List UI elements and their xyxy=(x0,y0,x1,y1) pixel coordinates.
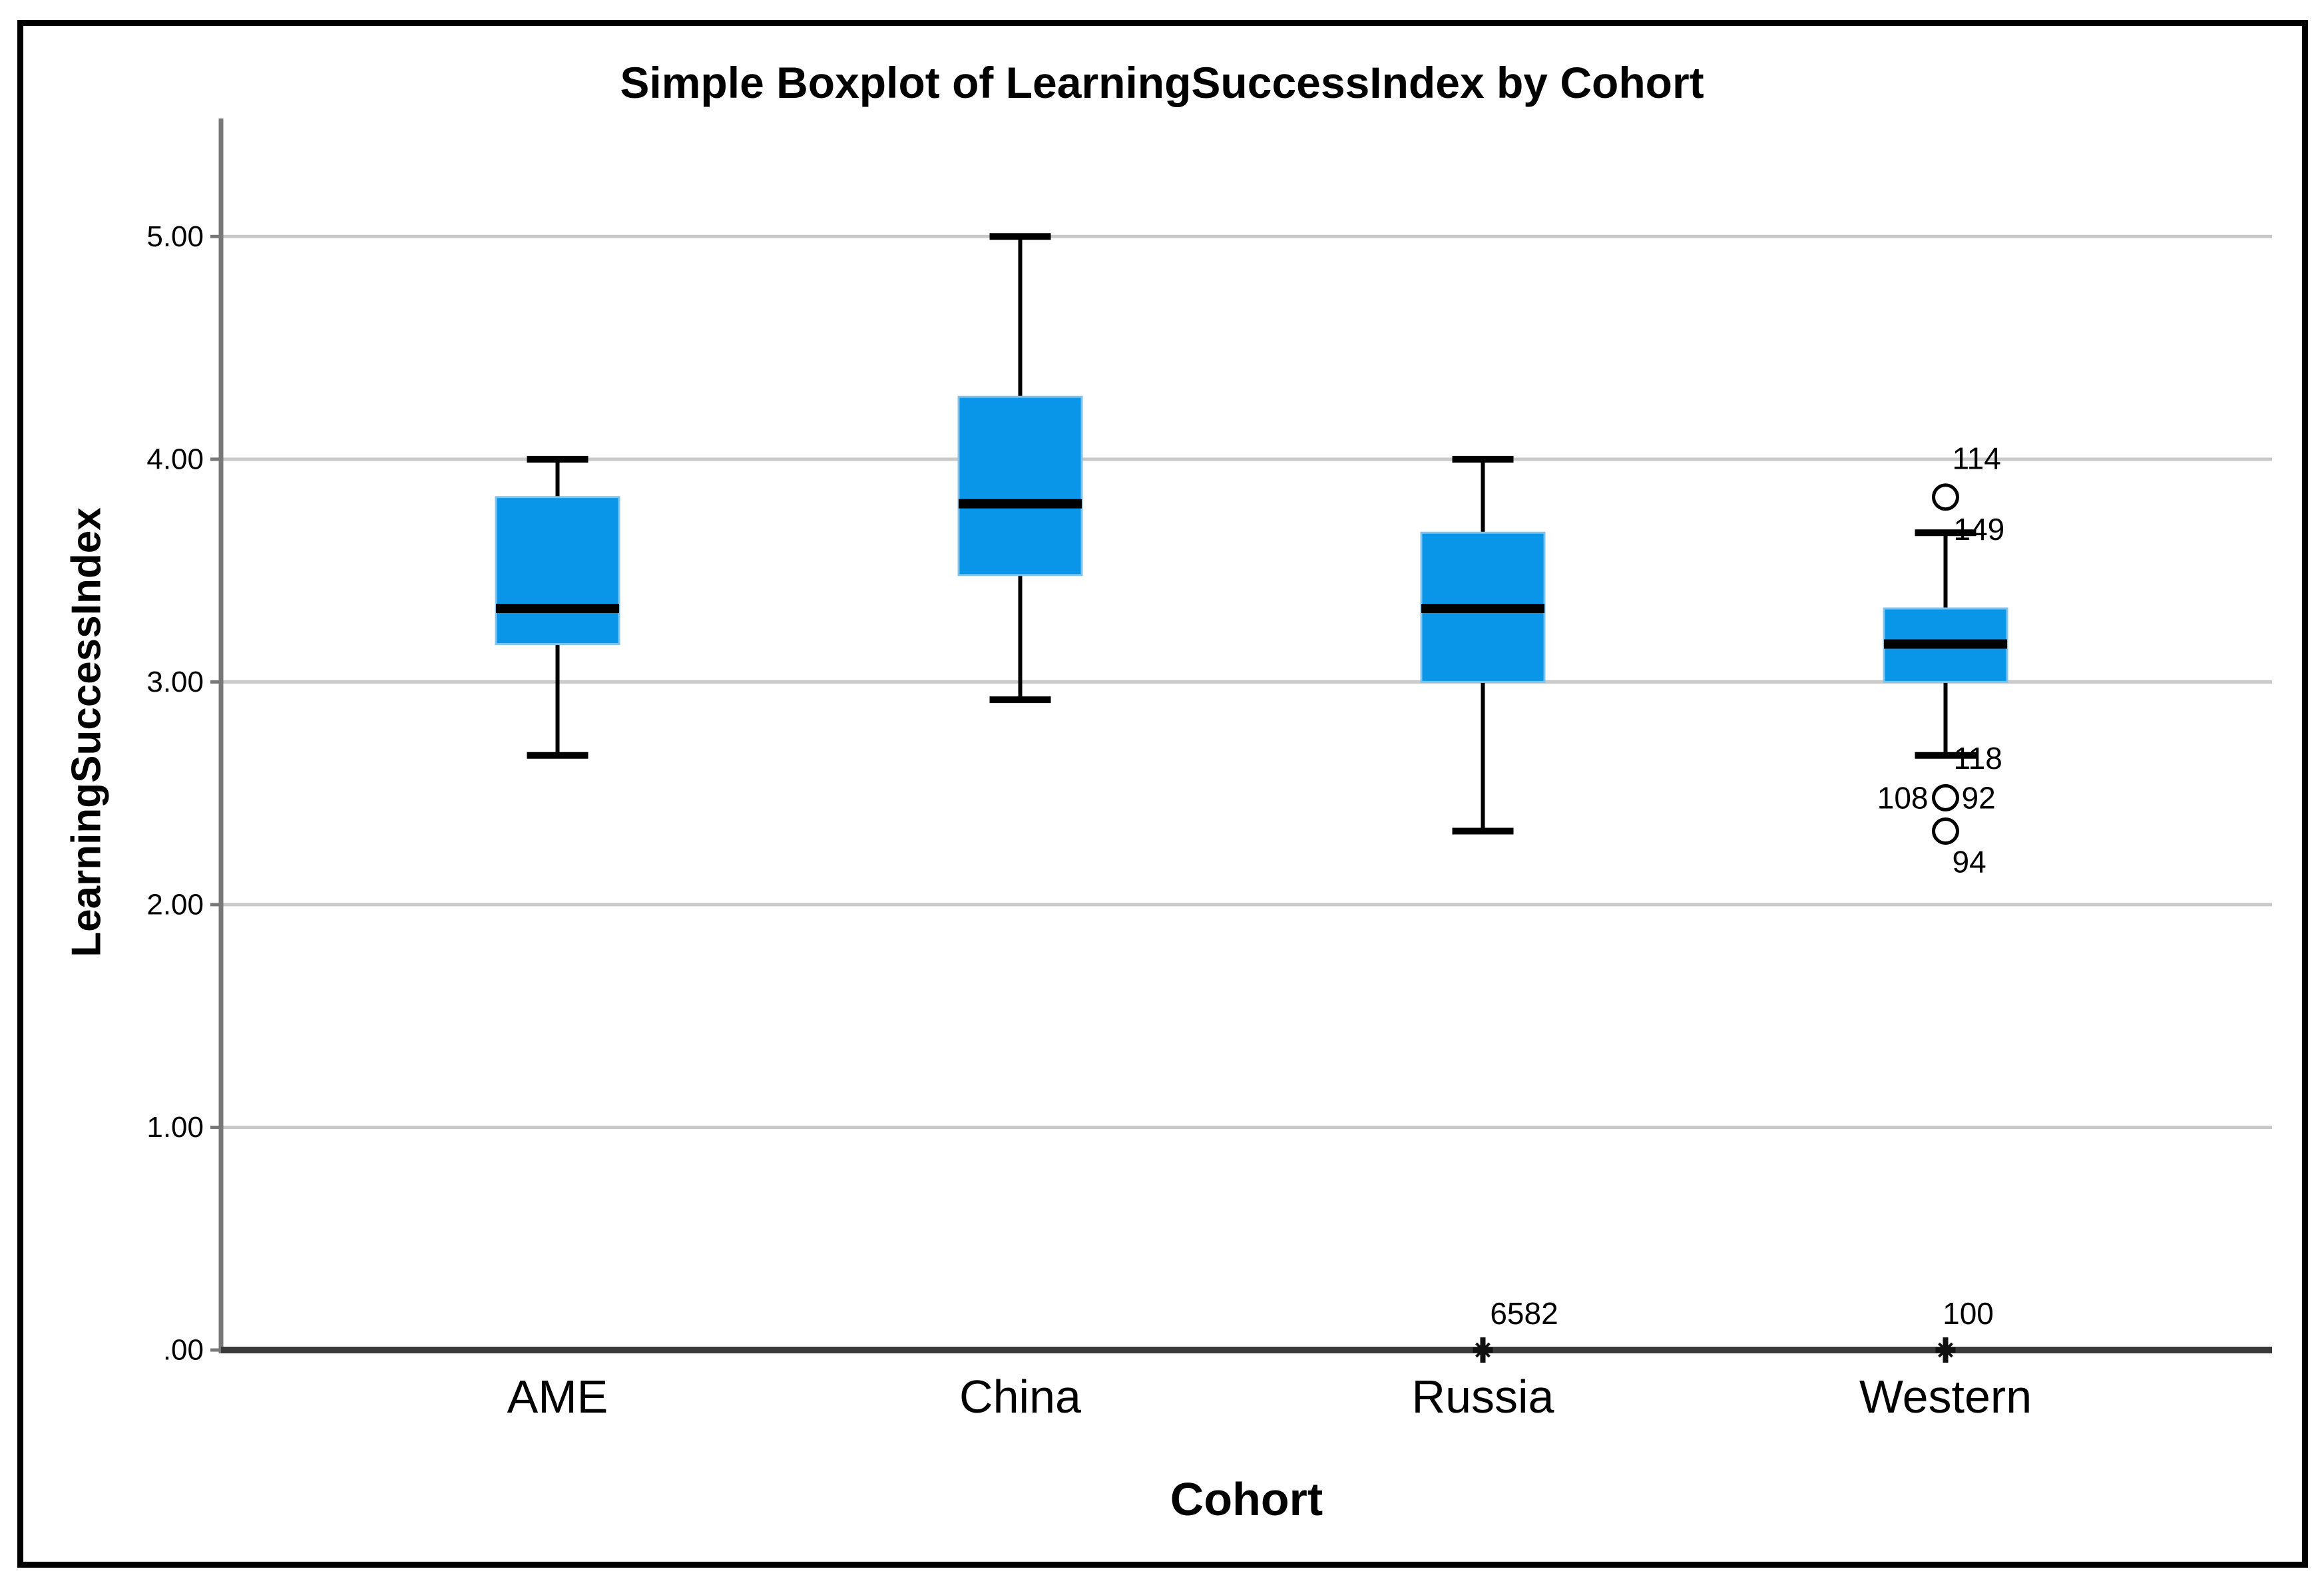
box-china xyxy=(957,233,1083,704)
outlier-case-label: 92 xyxy=(1962,780,1996,815)
iqr-box xyxy=(495,496,620,646)
chart-title: Simple Boxplot of LearningSuccessIndex b… xyxy=(620,58,1704,107)
x-axis-label: Cohort xyxy=(1170,1473,1323,1525)
y-tick-label: .00 xyxy=(163,1334,204,1367)
box-western: 149 118 114 108 92 94 100 xyxy=(1877,441,2008,1363)
y-tick-label: 1.00 xyxy=(146,1111,204,1144)
y-tick-label: 5.00 xyxy=(146,220,204,253)
axes xyxy=(218,118,2272,1353)
outlier-circle xyxy=(1932,784,1959,811)
whisker-case-label: 149 xyxy=(1954,512,2005,547)
iqr-box xyxy=(957,395,1083,576)
tick-labels: .00 1.00 2.00 3.00 4.00 5.00 xyxy=(146,220,204,1367)
outlier-case-label: 6582 xyxy=(1490,1296,1558,1331)
extreme-marker xyxy=(1475,1342,1491,1358)
box-ame xyxy=(495,455,620,759)
x-category-label-western: Western xyxy=(1859,1371,2032,1423)
category-labels: AME China Russia Western xyxy=(507,1371,2032,1423)
y-tick-label: 4.00 xyxy=(146,443,204,475)
outlier-case-label: 100 xyxy=(1943,1296,1994,1331)
y-axis-label: LearningSuccessIndex xyxy=(64,507,110,957)
outlier-circle xyxy=(1932,483,1959,511)
outlier-case-label: 108 xyxy=(1877,780,1929,815)
y-tick-label: 2.00 xyxy=(146,888,204,921)
whisker-case-label: 118 xyxy=(1954,741,2002,776)
box-russia: 6582 xyxy=(1420,455,1558,1363)
x-category-label-russia: Russia xyxy=(1412,1371,1554,1423)
x-category-label-china: China xyxy=(959,1371,1081,1423)
outlier-case-label: 114 xyxy=(1953,441,2001,476)
outlier-circle xyxy=(1932,817,1959,845)
outlier-case-label: 94 xyxy=(1953,845,1986,879)
extreme-marker xyxy=(1938,1342,1953,1358)
boxes: 6582 149 118 114 108 92 94 100 xyxy=(495,233,2008,1363)
x-category-label-ame: AME xyxy=(507,1371,608,1423)
y-tick-label: 3.00 xyxy=(146,666,204,698)
